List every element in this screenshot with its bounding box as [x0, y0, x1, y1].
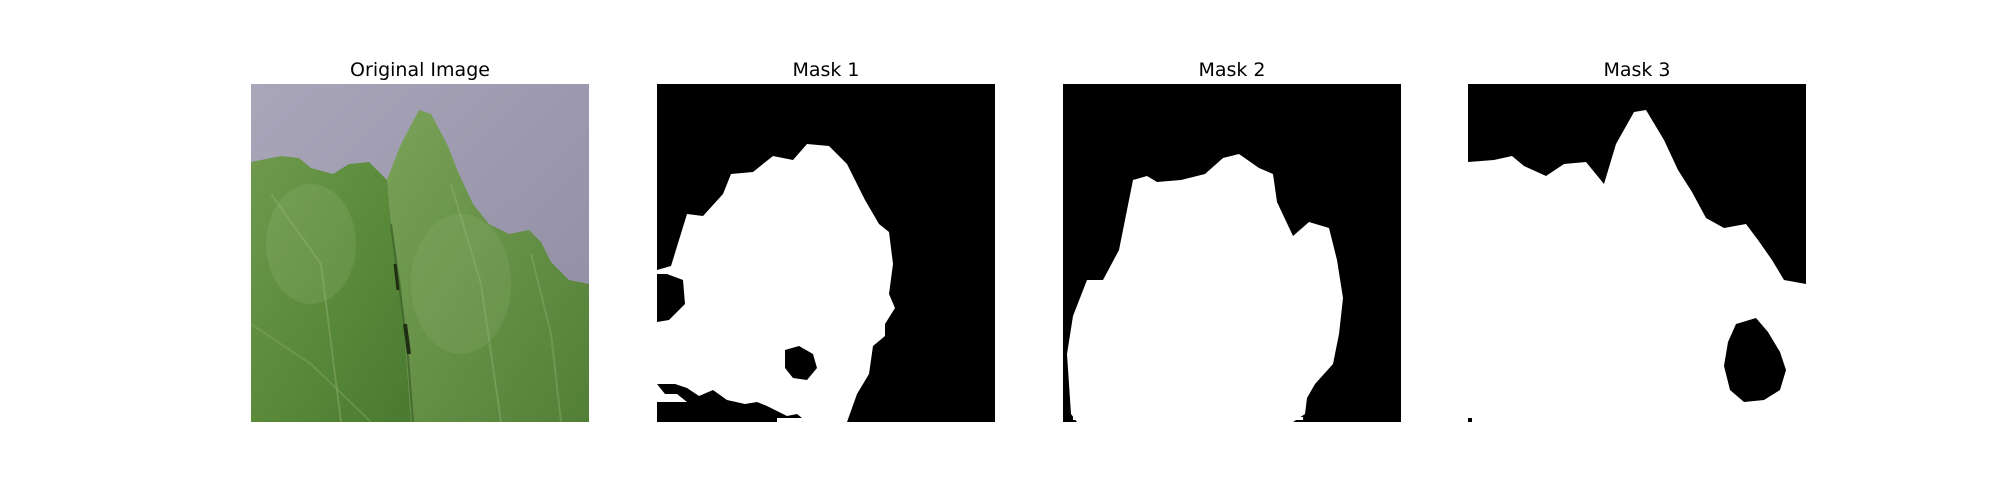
mask-2-white-region — [1067, 154, 1343, 422]
leaf-highlight — [266, 184, 356, 304]
mask-1-white-region — [657, 144, 895, 422]
mask-2-bottom-line — [1073, 417, 1303, 420]
left-leaf-lobe — [251, 156, 411, 422]
panel-title: Original Image — [350, 59, 490, 81]
mask-3-white-region — [1468, 110, 1806, 422]
panel-title: Mask 1 — [792, 59, 860, 81]
panel-title: Mask 3 — [1603, 59, 1671, 81]
leaf-vein — [450, 183, 502, 422]
mask-1-graphic — [657, 84, 995, 422]
mask-3-hole — [1724, 318, 1786, 402]
original-leaf-image — [251, 84, 589, 422]
center-leaf-lobe — [387, 110, 589, 422]
mask-1-speck — [657, 384, 687, 402]
mask-1-hole — [785, 346, 817, 380]
leaf-vein — [251, 323, 372, 422]
mask-1-image — [657, 84, 995, 422]
leaf-vein — [270, 193, 342, 422]
mask-2-graphic — [1063, 84, 1401, 422]
mask-3-image — [1468, 84, 1806, 422]
mask-2-image — [1063, 84, 1401, 422]
leaf-highlight — [411, 214, 511, 354]
mask-3-speck — [1468, 418, 1472, 422]
mask-3-graphic — [1468, 84, 1806, 422]
leaf-crack-lower — [403, 323, 411, 355]
mask-1-speck — [777, 418, 811, 422]
leaf-photo — [251, 84, 589, 422]
panel-title: Mask 2 — [1198, 59, 1266, 81]
leaf-midrib — [390, 223, 414, 422]
leaf-crack-upper — [393, 263, 400, 291]
leaf-vein — [530, 253, 562, 422]
